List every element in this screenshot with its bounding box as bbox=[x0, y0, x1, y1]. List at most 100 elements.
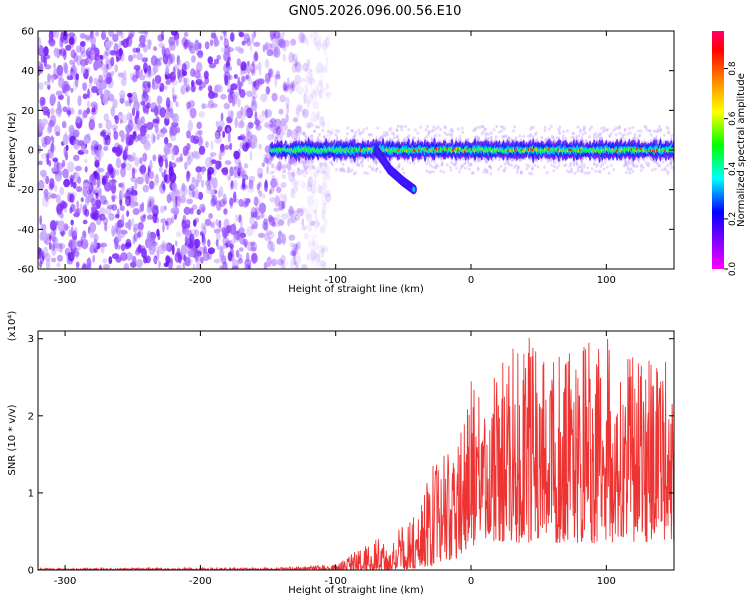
noise-cell bbox=[99, 265, 102, 269]
noise-cell bbox=[203, 70, 209, 80]
noise-cell bbox=[74, 128, 78, 134]
noise-cell bbox=[70, 178, 74, 188]
noise-cell bbox=[244, 258, 252, 268]
noise-cell bbox=[295, 125, 303, 138]
noise-cell bbox=[322, 65, 328, 73]
halo-cell bbox=[603, 128, 607, 132]
halo-cell bbox=[599, 170, 602, 174]
noise-cell bbox=[59, 36, 64, 48]
noise-cell bbox=[250, 246, 257, 252]
noise-cell bbox=[277, 234, 284, 245]
noise-cell bbox=[287, 217, 291, 227]
halo-cell bbox=[351, 129, 354, 133]
noise-cell bbox=[66, 75, 73, 81]
noise-cell bbox=[265, 229, 273, 236]
noise-cell bbox=[276, 125, 281, 136]
halo-cell bbox=[382, 133, 386, 137]
noise-cell bbox=[49, 144, 56, 153]
noise-cell bbox=[312, 251, 320, 258]
noise-cell bbox=[136, 176, 144, 185]
halo-cell bbox=[623, 127, 627, 131]
halo-cell bbox=[534, 131, 538, 135]
halo-cell bbox=[669, 161, 672, 165]
noise-cell bbox=[298, 103, 303, 111]
halo-cell bbox=[471, 171, 475, 175]
noise-cell bbox=[286, 128, 292, 138]
noise-cell bbox=[201, 236, 207, 246]
noise-cell bbox=[120, 243, 126, 252]
noise-cell bbox=[250, 211, 255, 219]
noise-cell bbox=[39, 169, 47, 178]
halo-cell bbox=[412, 161, 416, 165]
halo-cell bbox=[666, 171, 670, 176]
halo-cell bbox=[425, 169, 429, 173]
noise-cell bbox=[208, 213, 213, 219]
noise-cell bbox=[251, 82, 258, 94]
noise-cell bbox=[79, 203, 83, 211]
noise-cell bbox=[63, 178, 71, 188]
halo-cell bbox=[374, 160, 378, 165]
noise-cell bbox=[291, 243, 296, 255]
noise-cell bbox=[194, 39, 200, 51]
halo-cell bbox=[384, 133, 388, 138]
noise-cell bbox=[76, 55, 82, 66]
noise-cell bbox=[265, 85, 270, 95]
noise-cell bbox=[147, 65, 152, 76]
noise-cell bbox=[225, 159, 230, 165]
noise-cell bbox=[318, 42, 325, 48]
halo-cell bbox=[467, 163, 471, 167]
halo-cell bbox=[288, 166, 292, 170]
noise-cell bbox=[266, 256, 272, 268]
halo-cell bbox=[353, 133, 357, 137]
noise-cell bbox=[195, 71, 202, 79]
halo-cell bbox=[380, 136, 384, 140]
halo-cell bbox=[461, 164, 464, 168]
noise-cell bbox=[120, 162, 126, 169]
halo-cell bbox=[303, 133, 307, 137]
noise-cell bbox=[201, 206, 206, 214]
noise-cell bbox=[191, 190, 196, 198]
noise-cell bbox=[236, 229, 241, 241]
noise-cell bbox=[178, 75, 183, 84]
halo-cell bbox=[595, 164, 599, 168]
noise-cell bbox=[324, 37, 330, 48]
noise-cell bbox=[255, 215, 261, 221]
halo-cell bbox=[450, 132, 454, 136]
noise-cell bbox=[297, 240, 301, 249]
halo-cell bbox=[663, 133, 666, 137]
halo-cell bbox=[295, 128, 298, 132]
spectrogram-y-tick-label: -40 bbox=[18, 225, 34, 236]
noise-cell bbox=[96, 176, 101, 189]
noise-cell bbox=[64, 150, 69, 161]
noise-cell bbox=[117, 72, 125, 78]
halo-cell bbox=[595, 135, 599, 139]
noise-cell bbox=[292, 210, 300, 217]
noise-cell bbox=[210, 159, 217, 165]
noise-cell bbox=[270, 241, 276, 253]
noise-cell bbox=[294, 242, 299, 254]
noise-cell bbox=[302, 172, 307, 178]
noise-cell bbox=[128, 98, 132, 107]
noise-cell bbox=[94, 102, 99, 112]
noise-cell bbox=[238, 247, 244, 252]
noise-cell bbox=[38, 179, 45, 191]
halo-cell bbox=[352, 172, 356, 176]
noise-cell bbox=[141, 201, 145, 212]
noise-cell bbox=[88, 46, 92, 52]
halo-cell bbox=[621, 136, 625, 140]
noise-cell bbox=[278, 108, 284, 115]
halo-cell bbox=[530, 125, 533, 129]
halo-cell bbox=[463, 162, 466, 166]
noise-cell bbox=[131, 151, 137, 161]
halo-cell bbox=[625, 160, 629, 164]
halo-cell bbox=[392, 132, 396, 136]
halo-cell bbox=[370, 133, 374, 137]
noise-cell bbox=[163, 205, 167, 211]
snr-series-layer bbox=[38, 337, 674, 570]
halo-cell bbox=[599, 136, 603, 140]
halo-cell bbox=[526, 134, 530, 138]
halo-cell bbox=[272, 131, 275, 136]
halo-cell bbox=[529, 132, 532, 136]
noise-cell bbox=[183, 31, 189, 37]
